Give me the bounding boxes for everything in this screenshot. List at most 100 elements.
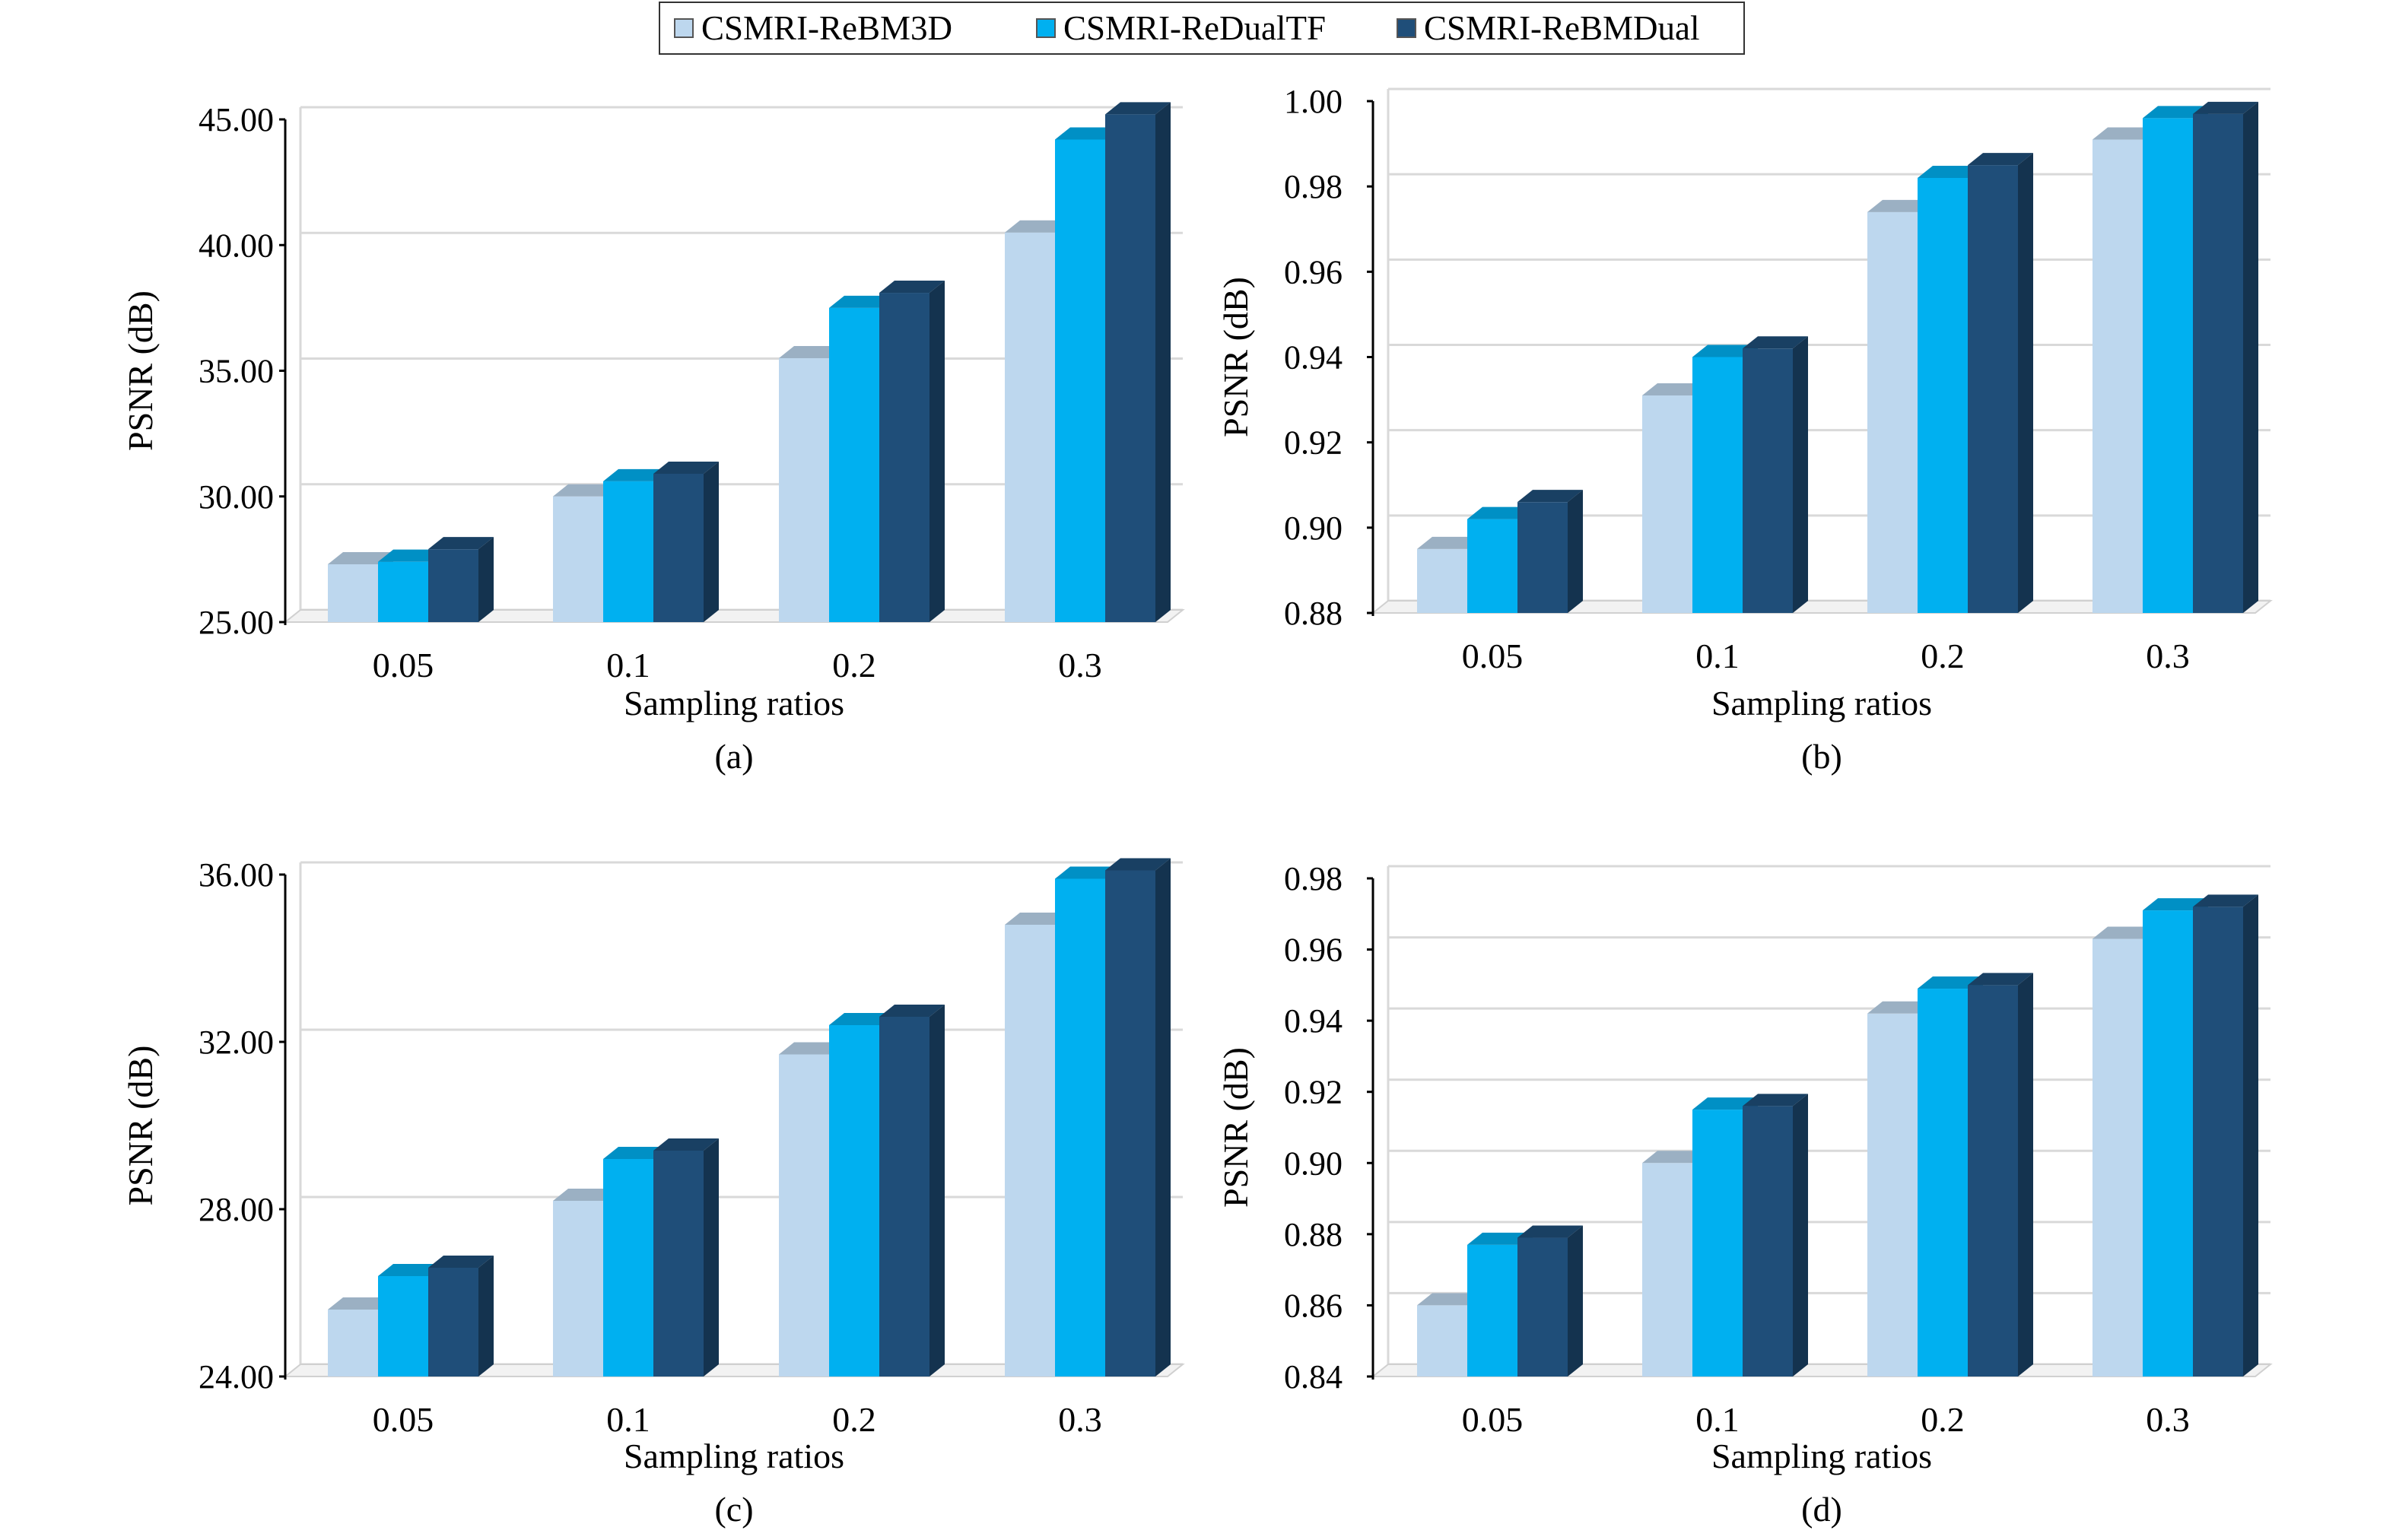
bar-top	[1743, 336, 1808, 349]
y-tick-label: 35.00	[199, 353, 274, 390]
bar-front	[829, 307, 879, 622]
y-tick-label: 0.84	[1284, 1358, 1343, 1396]
x-tick-label: 0.1	[1695, 637, 1740, 675]
bar-top	[779, 1042, 844, 1055]
y-tick-label: 0.98	[1284, 860, 1343, 897]
x-tick-label: 0.3	[1058, 646, 1102, 684]
x-axis-title: Sampling ratios	[1711, 684, 1932, 722]
bar-side	[704, 1138, 719, 1376]
bar-front	[1642, 1163, 1692, 1376]
y-tick-label: 0.88	[1284, 595, 1343, 632]
y-axis-title: PSNR (dB)	[1216, 277, 1255, 437]
panel-label: (c)	[714, 1490, 753, 1529]
bar	[1968, 973, 2033, 1376]
bar-side	[1793, 336, 1808, 613]
x-tick-label: 0.05	[373, 1400, 434, 1439]
bar-top	[1467, 1232, 1533, 1245]
bar	[1105, 858, 1171, 1376]
legend-swatch	[1036, 18, 1056, 38]
x-tick-label: 0.05	[373, 646, 434, 684]
y-tick-label: 0.92	[1284, 1074, 1343, 1111]
panel-label: (a)	[714, 737, 753, 776]
y-tick-label: 0.90	[1284, 1145, 1343, 1182]
bar-top	[1517, 1225, 1583, 1238]
x-tick-label: 0.3	[2146, 637, 2190, 675]
x-tick-label: 0.05	[1462, 1400, 1524, 1439]
bar-top	[1968, 153, 2033, 166]
chart-panel: 0.88 0.90 0.92 0.94 0.96 0.98 1.00 0.05 0.1 0.2 0.…	[1216, 83, 2273, 776]
x-axis-title: Sampling ratios	[1711, 1437, 1932, 1475]
bar-front	[2193, 113, 2243, 613]
bar-top	[328, 1297, 393, 1310]
legend-label: CSMRI-ReDualTF	[1063, 8, 1327, 47]
bar-front	[829, 1025, 879, 1376]
bar-front	[1867, 1013, 1918, 1376]
y-tick-label: 0.94	[1284, 339, 1343, 376]
bar-top	[1968, 973, 2033, 986]
y-axis-title: PSNR (dB)	[121, 291, 160, 451]
bar	[1743, 1094, 1808, 1376]
bar-front	[1517, 1237, 1568, 1376]
y-tick-label: 25.00	[199, 604, 274, 641]
bar-front	[779, 1054, 829, 1376]
x-tick-label: 0.05	[1462, 637, 1524, 675]
bar-front	[1743, 1106, 1793, 1376]
bar	[879, 1005, 945, 1376]
bar	[653, 1138, 719, 1376]
bar-top	[328, 551, 393, 564]
bar-top	[2093, 127, 2158, 140]
bar-front	[1105, 870, 1155, 1376]
bar-front	[879, 1017, 929, 1376]
legend-item: CSMRI-ReDualTF	[1036, 3, 1326, 53]
bar-front	[779, 357, 829, 622]
bar-front	[1055, 878, 1105, 1376]
legend-label: CSMRI-ReBMDual	[1424, 8, 1700, 47]
chart-panel: 25.00 30.00 35.00 40.00 45.00 0.05 0.1 0.2 0.3 Sa…	[121, 101, 1185, 776]
bar-top	[1867, 199, 1933, 212]
bar-top	[553, 484, 618, 497]
bar	[428, 1256, 494, 1376]
bar-front	[1867, 211, 1918, 614]
bar-top	[1692, 345, 1758, 357]
bar-side	[1568, 1225, 1583, 1376]
bar-top	[1918, 165, 1983, 178]
bar-top	[653, 1138, 719, 1151]
y-tick-label: 40.00	[199, 227, 274, 264]
bar-front	[879, 293, 929, 622]
x-tick-label: 0.3	[1058, 1400, 1102, 1439]
bar-top	[1055, 127, 1120, 140]
x-tick-label: 0.1	[1695, 1400, 1740, 1439]
bar-front	[1417, 548, 1467, 613]
bar-side	[2018, 973, 2033, 1376]
x-tick-label: 0.3	[2146, 1400, 2190, 1439]
bar-top	[1467, 506, 1533, 519]
bar-top	[1692, 1097, 1758, 1110]
bar-front	[2093, 938, 2143, 1376]
y-tick-label: 0.96	[1284, 932, 1343, 969]
y-tick-label: 0.92	[1284, 424, 1343, 462]
bar-front	[603, 1159, 653, 1376]
bar-top	[1055, 866, 1120, 879]
bar-front	[1005, 925, 1055, 1376]
y-tick-label: 45.00	[199, 101, 274, 138]
y-tick-label: 0.96	[1284, 253, 1343, 291]
bar	[879, 281, 945, 622]
x-tick-label: 0.2	[832, 1400, 876, 1439]
bar-top	[829, 1013, 895, 1025]
bar-top	[2093, 926, 2158, 939]
bar-top	[2193, 101, 2258, 114]
bar-top	[378, 1264, 443, 1276]
x-axis-title: Sampling ratios	[624, 684, 844, 722]
bar-top	[2143, 898, 2208, 911]
bar-top	[1105, 858, 1171, 871]
bar-front	[1968, 985, 2018, 1376]
bar-front	[1918, 989, 1968, 1376]
bar-side	[2243, 101, 2258, 613]
bar-top	[879, 281, 945, 294]
y-tick-label: 0.94	[1284, 1002, 1343, 1040]
bar-front	[328, 564, 378, 622]
legend-swatch	[674, 18, 694, 38]
bar-front	[428, 549, 478, 622]
bar	[1968, 153, 2033, 613]
